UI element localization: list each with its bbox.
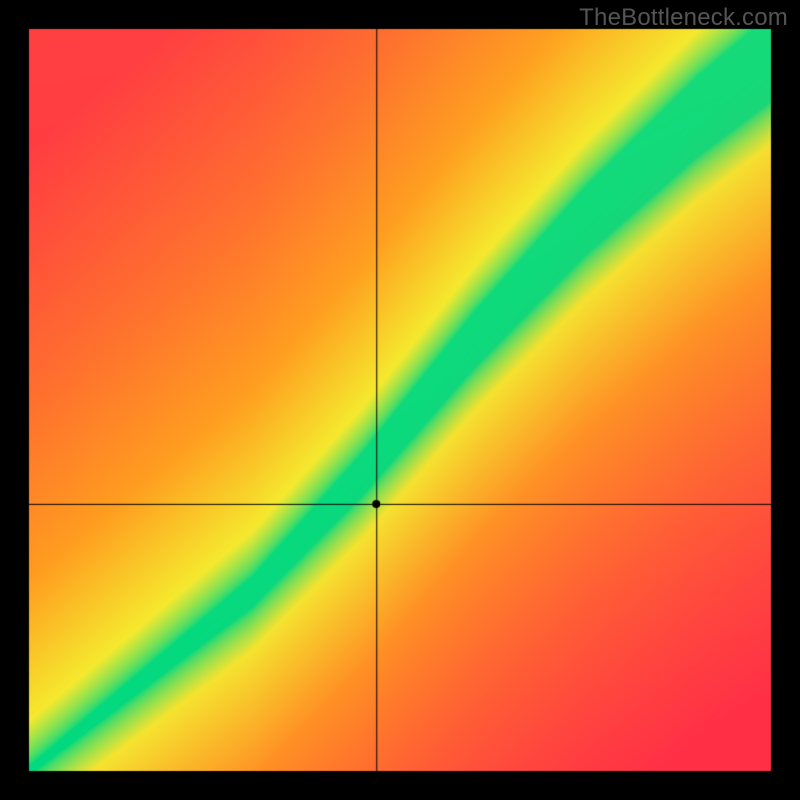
watermark-text: TheBottleneck.com	[579, 4, 788, 32]
heatmap-canvas	[0, 0, 800, 800]
chart-container: TheBottleneck.com	[0, 0, 800, 800]
